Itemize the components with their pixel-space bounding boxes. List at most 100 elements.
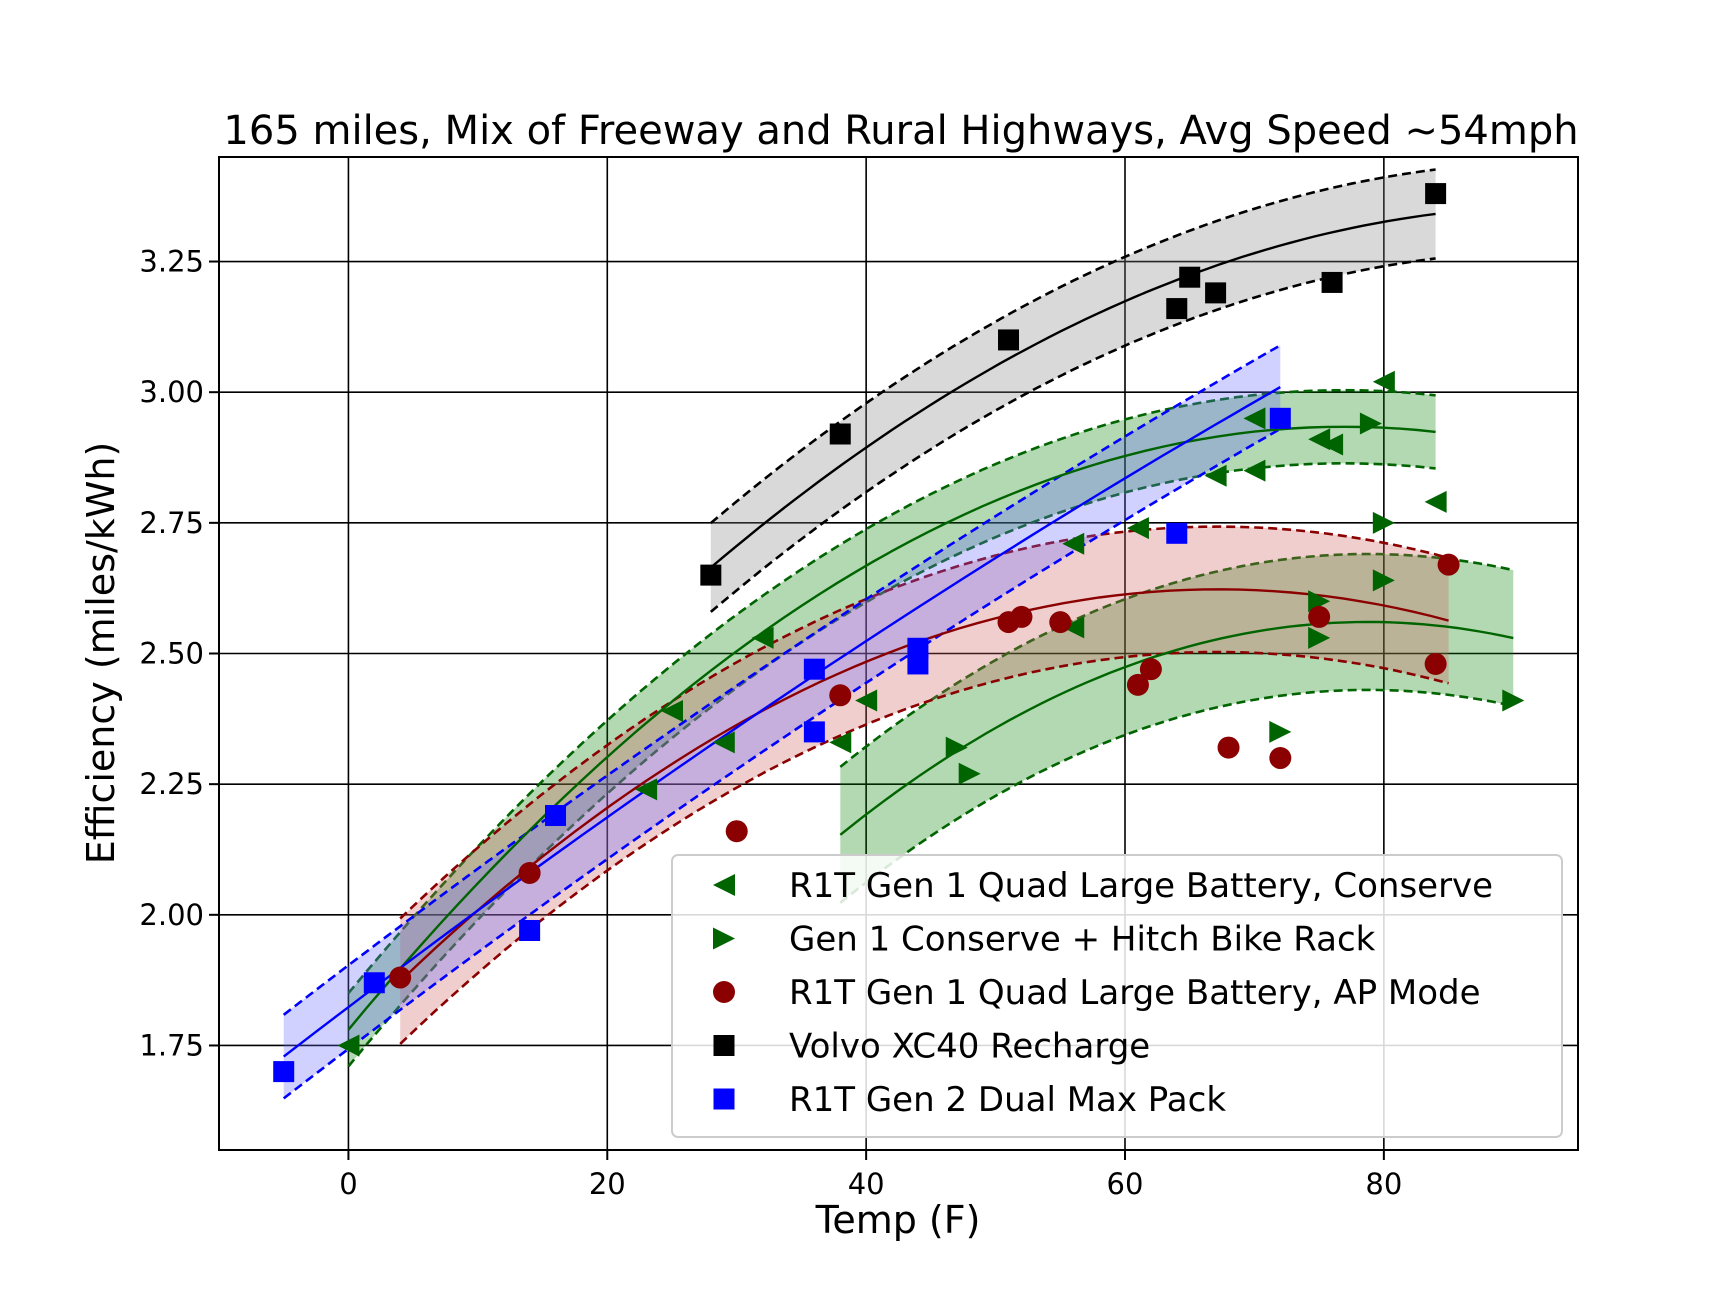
data-point-series-2 [1126, 673, 1149, 696]
legend-label-series-1: Gen 1 Conserve + Hitch Bike Rack [789, 920, 1376, 960]
data-point-series-1 [958, 762, 981, 785]
data-point-series-0 [1243, 407, 1266, 430]
data-point-series-2 [518, 862, 541, 885]
band-upper-edge-series-3 [709, 168, 1436, 525]
legend-marker-series-3 [713, 1035, 735, 1056]
data-point-series-3 [1179, 266, 1201, 288]
y-axis-label: Efficiency (miles/kWh) [79, 442, 123, 865]
data-point-series-2 [1437, 553, 1460, 576]
legend-label-series-4: R1T Gen 2 Dual Max Pack [789, 1080, 1226, 1120]
data-point-series-2 [1010, 605, 1033, 628]
confidence-bands [282, 168, 1514, 1100]
data-point-series-0 [829, 731, 852, 754]
data-point-series-3 [998, 329, 1020, 351]
legend: R1T Gen 1 Quad Large Battery, Conserve Ge… [671, 854, 1563, 1138]
band-upper-edge-series-4 [282, 344, 1281, 1016]
fit-curve-series-4 [282, 386, 1281, 1058]
data-point-series-3 [829, 423, 851, 445]
data-point-series-1 [1269, 720, 1292, 743]
data-point-series-2 [1049, 611, 1072, 634]
data-point-series-0 [855, 689, 878, 712]
data-point-series-3 [1166, 298, 1188, 320]
confidence-band-series-3 [710, 169, 1436, 612]
data-point-series-4 [519, 919, 541, 941]
data-point-series-2 [1217, 736, 1240, 759]
data-point-series-2 [1139, 658, 1162, 681]
confidence-band-series-2 [400, 526, 1449, 1044]
data-point-series-3 [1425, 183, 1447, 205]
x-tick-label: 0 [339, 1167, 357, 1201]
legend-marker-series-2 [713, 981, 735, 1003]
legend-label-series-0: R1T Gen 1 Quad Large Battery, Conserve [789, 866, 1493, 906]
y-tick-label: 2.75 [139, 506, 204, 540]
band-lower-edge-series-2 [399, 650, 1449, 1045]
y-tick-label: 3.25 [139, 245, 204, 279]
data-point-series-1 [1308, 626, 1331, 649]
fit-curve-series-0 [347, 425, 1436, 1031]
legend-marker-series-4 [713, 1088, 735, 1110]
band-lower-edge-series-4 [282, 427, 1281, 1100]
confidence-band-series-0 [348, 390, 1436, 1067]
data-point-series-1 [1372, 511, 1395, 534]
data-point-series-4 [545, 805, 567, 827]
data-point-series-4 [803, 658, 825, 680]
data-point-series-4 [907, 653, 929, 675]
data-point-series-4 [273, 1061, 295, 1083]
axis-ticks: 0 20 40 60 80 1.75 2.00 2.25 2.50 2.75 3.00 3.25 [139, 245, 1402, 1201]
data-point-series-4 [1269, 407, 1291, 429]
fit-curve-series-3 [710, 212, 1436, 569]
band-lower-edge-series-3 [709, 257, 1436, 613]
data-point-series-4 [1166, 522, 1188, 544]
data-point-series-0 [1204, 464, 1227, 487]
data-point-series-2 [725, 820, 748, 843]
grid-lines [219, 157, 1578, 1150]
confidence-band-series-4 [283, 345, 1281, 1099]
data-point-series-0 [1062, 616, 1085, 639]
data-point-series-0 [1126, 517, 1149, 540]
y-tick-label: 1.75 [139, 1028, 204, 1062]
data-point-series-0 [1372, 370, 1395, 393]
x-tick-label: 20 [589, 1167, 626, 1201]
confidence-band-series-1 [840, 554, 1514, 903]
data-point-series-4 [803, 721, 825, 743]
data-point-series-1 [1502, 689, 1525, 712]
chart-title: 165 miles, Mix of Freeway and Rural High… [223, 108, 1578, 154]
data-point-series-1 [1308, 590, 1331, 613]
data-point-series-2 [1269, 747, 1292, 770]
band-upper-edge-series-1 [839, 552, 1514, 768]
y-tick-label: 3.00 [139, 375, 204, 409]
y-tick-label: 2.25 [139, 767, 204, 801]
data-point-series-2 [389, 966, 412, 989]
band-upper-edge-series-0 [347, 388, 1436, 995]
x-axis-label: Temp (F) [815, 1198, 981, 1242]
data-point-series-0 [751, 626, 774, 649]
legend-box [671, 854, 1563, 1138]
x-tick-label: 80 [1365, 1167, 1402, 1201]
data-point-series-2 [1308, 605, 1331, 628]
data-point-series-0 [712, 731, 735, 754]
data-point-series-2 [829, 684, 852, 707]
data-point-series-2 [1424, 652, 1447, 675]
data-point-series-1 [1372, 569, 1395, 592]
data-point-series-0 [337, 1034, 360, 1057]
data-point-series-3 [700, 564, 722, 586]
data-point-series-3 [1205, 282, 1227, 304]
data-point-series-0 [661, 699, 683, 722]
y-tick-label: 2.50 [139, 637, 204, 671]
x-tick-label: 60 [1107, 1167, 1144, 1201]
data-point-series-3 [1321, 271, 1343, 293]
data-point-series-0 [1424, 490, 1447, 513]
data-point-series-1 [1359, 412, 1382, 435]
legend-marker-series-1 [713, 927, 735, 950]
data-point-series-1 [945, 736, 968, 759]
x-tick-label: 40 [848, 1167, 885, 1201]
band-lower-edge-series-1 [839, 688, 1514, 904]
legend-marker-series-0 [713, 874, 735, 896]
data-points [273, 183, 1525, 1083]
data-point-series-0 [1062, 532, 1085, 555]
data-point-series-0 [1243, 459, 1266, 482]
legend-label-series-2: R1T Gen 1 Quad Large Battery, AP Mode [789, 973, 1481, 1013]
data-point-series-0 [635, 778, 658, 801]
